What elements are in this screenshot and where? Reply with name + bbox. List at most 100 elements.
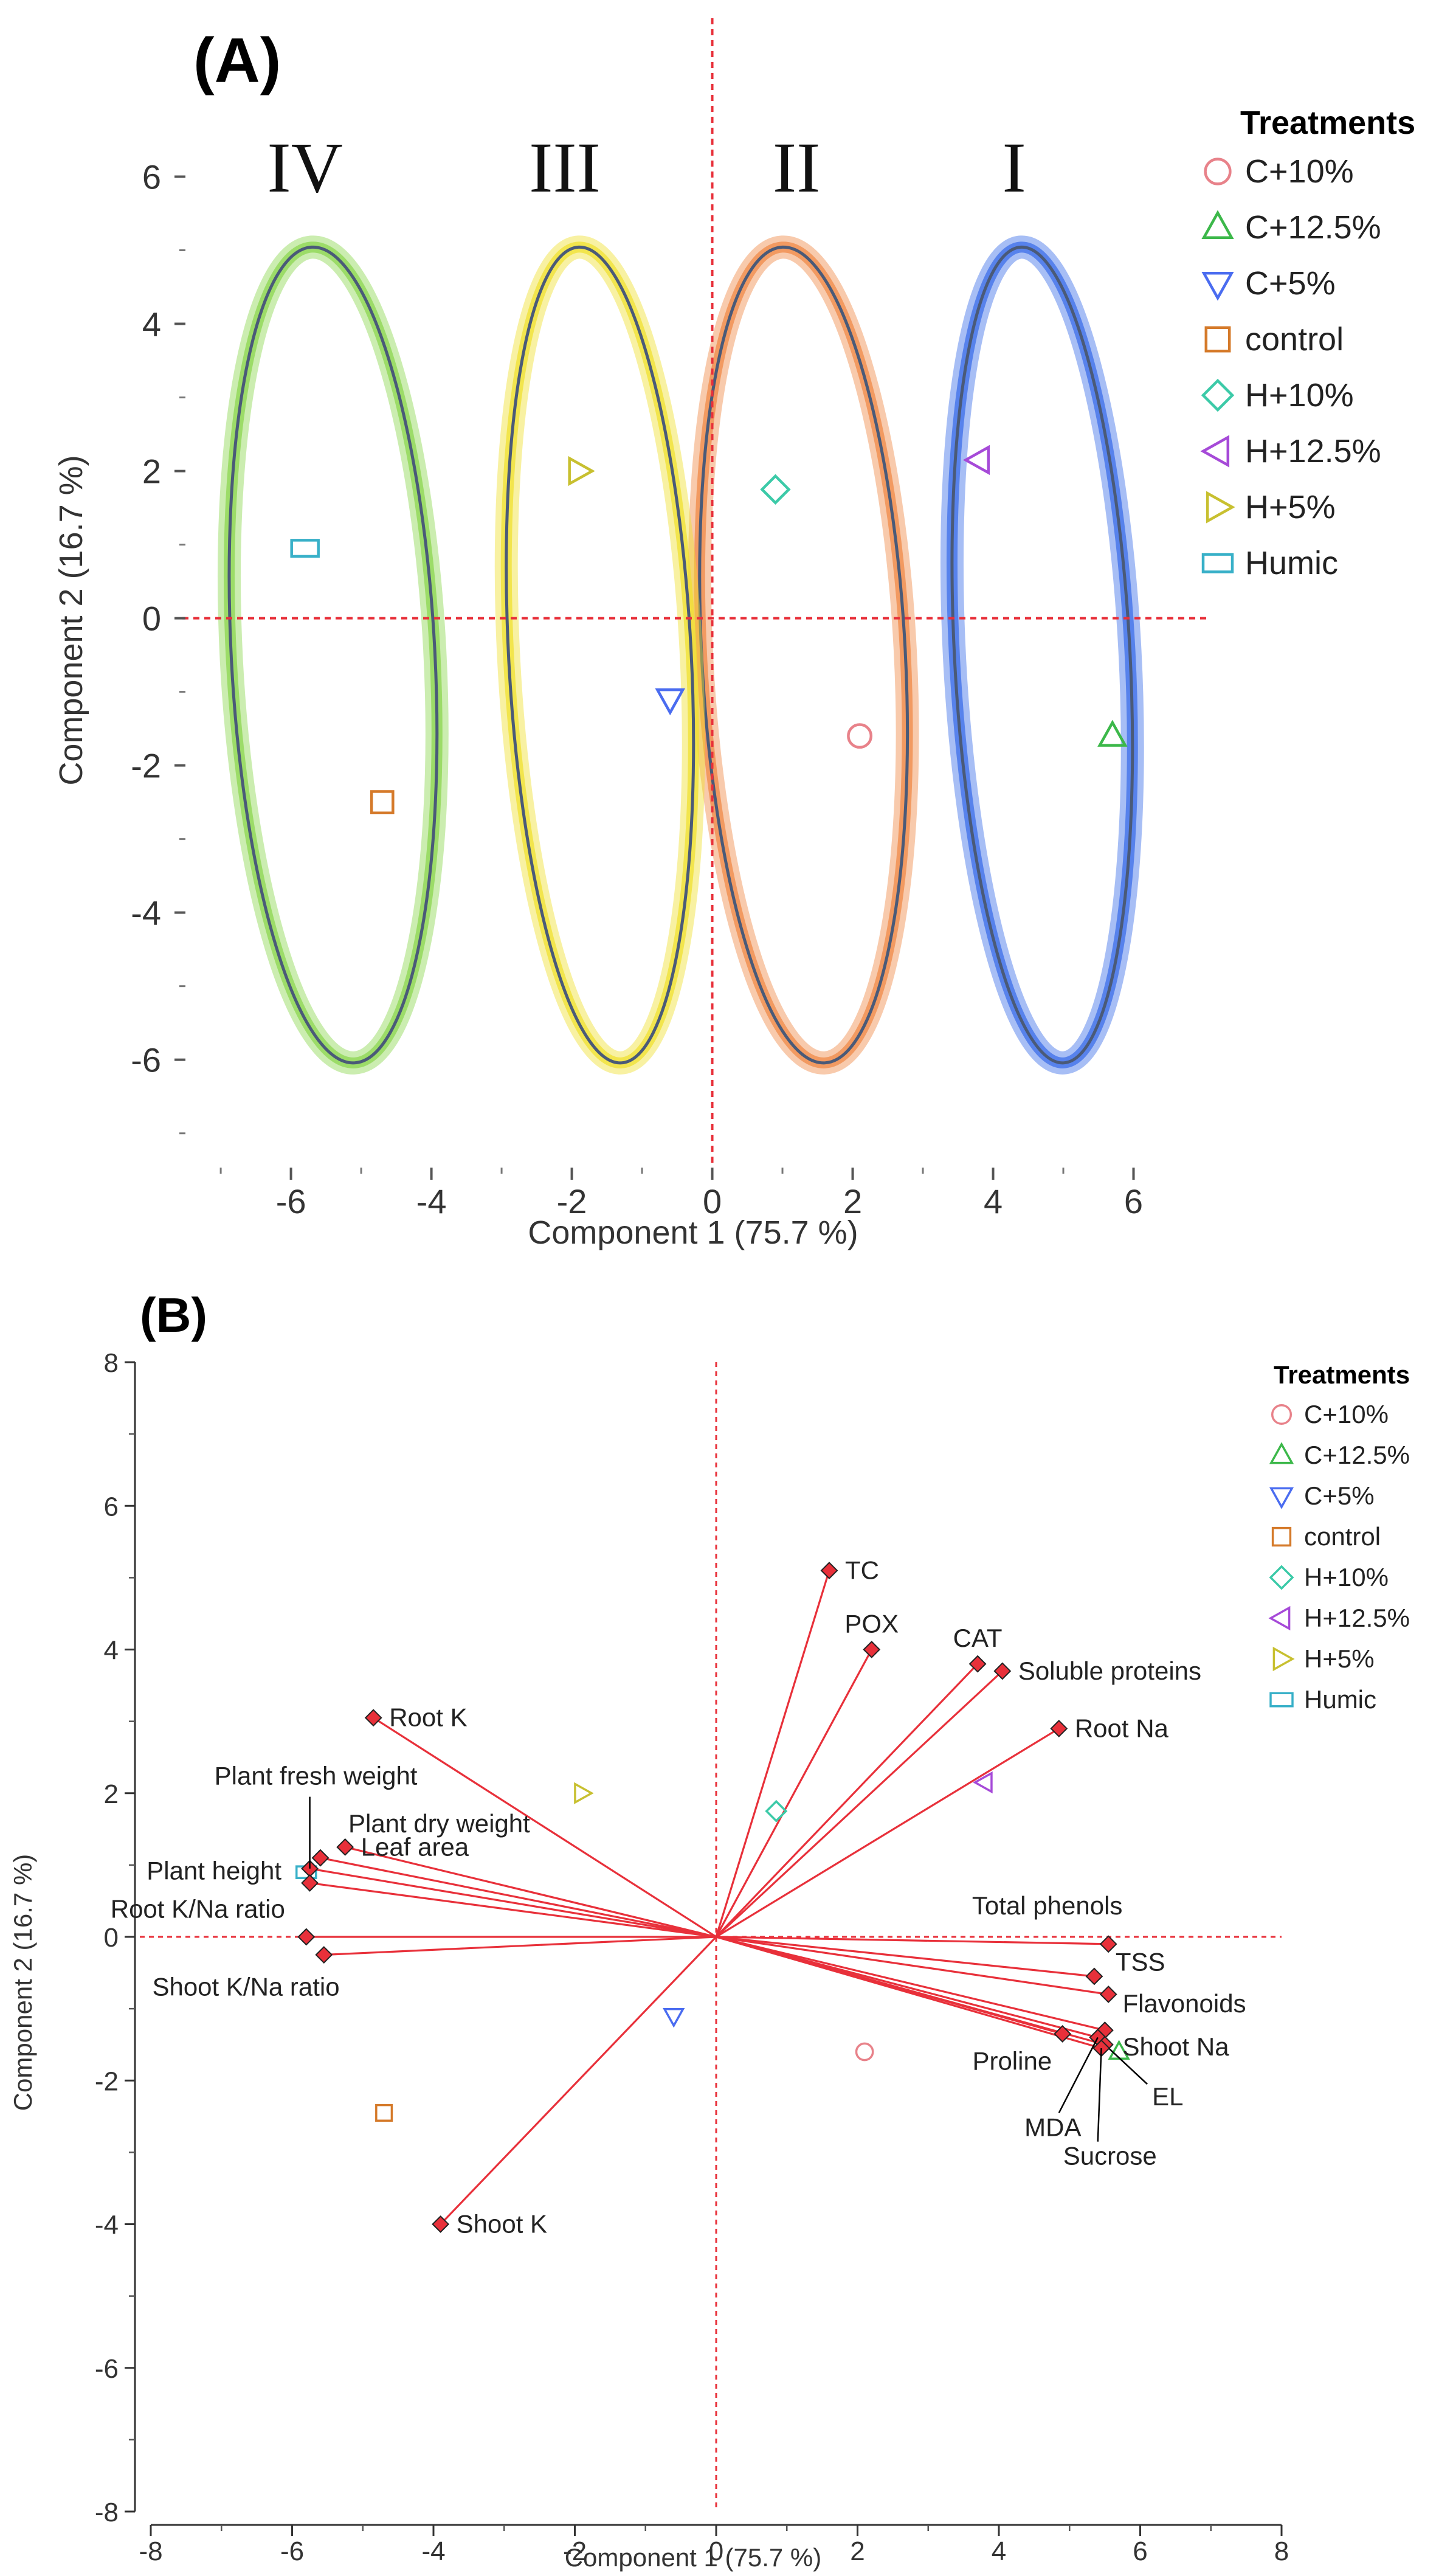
vector-soluble-proteins: [715, 1670, 1003, 1938]
loading-marker-leaf-area: [336, 1838, 354, 1856]
loading-label-tss: TSS: [1116, 1947, 1165, 1976]
point-c-10: [847, 723, 873, 749]
vector-tc: [715, 1570, 830, 1937]
legend-label-h-12-5: H+12.5%: [1245, 433, 1381, 469]
panel-a-axes: -6 -4 -2 0 2 4 6 -6 -4 -2 0 2 4 6: [131, 158, 1143, 1220]
legend-marker-h-12-5: [1268, 1605, 1291, 1631]
panel-a-y-tick-label: 0: [142, 600, 161, 638]
panel-a-legend-title: Treatments: [1240, 105, 1415, 141]
loading-label-root-na: Root Na: [1075, 1714, 1169, 1742]
panel-a-y-tick-label: -4: [131, 894, 161, 932]
legend-marker-h-5: [1272, 1646, 1295, 1672]
leader-mda: [1058, 2037, 1099, 2113]
panel-b-y-tick-label: 4: [104, 1636, 119, 1666]
panel-b-y-tick-label: -6: [95, 2354, 119, 2384]
legend-label-c-12-5: C+12.5%: [1245, 209, 1381, 246]
legend-marker-h-10: [1201, 378, 1235, 412]
point-c-5: [655, 688, 685, 716]
point-control: [370, 790, 395, 814]
loading-marker-plant-dry-weight: [311, 1849, 330, 1867]
vector-root-k: [373, 1717, 717, 1938]
panel-a-points: [290, 445, 1128, 814]
vector-root-na: [716, 1728, 1060, 1938]
ellipse-group-ii: [688, 235, 919, 1075]
leader-sucrose: [1097, 2048, 1102, 2142]
vector-plant-dry-weight: [320, 1857, 717, 1938]
loading-label-flavonoids: Flavonoids: [1122, 1989, 1246, 2018]
panel-b-x-tick-label: -8: [139, 2536, 162, 2566]
vector-shoot-na: [716, 1936, 1105, 2032]
legend-label-humic: Humic: [1304, 1685, 1376, 1714]
legend-marker-c-5: [1201, 271, 1234, 301]
legend-label-h-10: H+10%: [1304, 1563, 1389, 1591]
loading-label-root-k: Root K: [389, 1703, 467, 1732]
legend-label-h-5: H+5%: [1304, 1644, 1375, 1673]
loading-label-tc: TC: [845, 1556, 879, 1585]
legend-label-h-12-5: H+12.5%: [1304, 1604, 1410, 1632]
panel-a-group-labels: IV III II I: [267, 128, 1026, 207]
loading-label-soluble-proteins: Soluble proteins: [1018, 1657, 1201, 1685]
panel-a-ellipses: [217, 235, 1144, 1075]
loading-label-leaf-area: Leaf area: [361, 1832, 469, 1861]
loading-marker-flavonoids: [1099, 1986, 1117, 2003]
panel-b-y-tick-label: -8: [95, 2498, 119, 2527]
legend-marker-c-12-5: [1269, 1442, 1294, 1464]
panel-b: (B) -8 -6 -4 -2 0 2 4 6 8 -8 -6 -4 -2 0 2 4 6 8 TC POX CAT S…: [9, 1288, 1410, 2572]
loading-marker-tss: [1085, 1967, 1103, 1986]
legend-label-control: control: [1245, 321, 1344, 358]
panel-a-x-axis-title: Component 1 (75.7 %): [528, 1214, 858, 1251]
loading-label-plant-height: Plant height: [147, 1856, 281, 1885]
vector-leaf-area: [345, 1846, 717, 1938]
loading-label-plant-fresh-weight: Plant fresh weight: [215, 1762, 418, 1790]
panel-b-x-tick-label: -6: [280, 2536, 304, 2566]
loading-label-pox: POX: [844, 1610, 899, 1638]
panel-b-x-tick-label: 4: [992, 2536, 1006, 2566]
legend-label-humic: Humic: [1245, 545, 1338, 581]
vector-shoot-k: [440, 1936, 717, 2225]
panel-a-y-tick-label: -6: [131, 1041, 161, 1079]
panel-b-y-tick-label: 8: [104, 1348, 119, 1378]
panel-a-x-tick-label: -2: [557, 1182, 587, 1220]
panel-b-y-tick-label: 6: [104, 1492, 119, 1522]
point-c-5: [663, 2007, 685, 2028]
panel-b-x-tick-label: -4: [421, 2536, 445, 2566]
vector-pox: [715, 1649, 873, 1937]
panel-a-x-tick-label: 4: [984, 1182, 1003, 1220]
group-label-ii: II: [773, 128, 821, 207]
ellipse-group-iv: [217, 235, 449, 1075]
loading-marker-root-k: [364, 1709, 382, 1727]
vector-total-phenols: [716, 1936, 1109, 1945]
point-c-12-5: [1097, 719, 1128, 747]
panel-a-y-tick-label: -2: [131, 747, 161, 785]
panel-a-x-tick-label: 2: [843, 1182, 862, 1220]
loading-marker-proline: [1054, 2025, 1072, 2043]
loading-label-shoot-k-na-ratio: Shoot K/Na ratio: [152, 1973, 339, 2001]
legend-label-c-10: C+10%: [1304, 1400, 1389, 1428]
panel-a-y-tick-label: 6: [142, 158, 161, 196]
point-h-10: [765, 1799, 788, 1823]
legend-label-c-5: C+5%: [1304, 1481, 1375, 1510]
legend-label-c-12-5: C+12.5%: [1304, 1441, 1410, 1469]
loading-label-shoot-na: Shoot Na: [1122, 2032, 1229, 2061]
point-h-5: [574, 1782, 594, 1804]
leader-el: [1104, 2044, 1148, 2085]
legend-label-c-5: C+5%: [1245, 265, 1336, 302]
panel-a-x-tick-label: 0: [703, 1182, 722, 1220]
vector-plant-height: [309, 1882, 717, 1938]
vector-flavonoids: [716, 1936, 1109, 1996]
point-humic: [290, 539, 320, 558]
panel-b-label: (B): [140, 1288, 207, 1342]
panel-a-x-tick-label: -6: [276, 1182, 306, 1220]
loading-marker-root-na: [1050, 1720, 1068, 1737]
point-h-10: [760, 474, 791, 505]
loading-marker-soluble-proteins: [993, 1662, 1012, 1680]
panel-b-y-tick-label: 0: [104, 1923, 119, 1953]
ellipse-outline-i: [950, 245, 1134, 1065]
panel-b-x-tick-label: 2: [850, 2536, 865, 2566]
panel-b-loading-vectors: [306, 1570, 1109, 2225]
point-control: [375, 2103, 393, 2122]
legend-marker-humic: [1269, 1692, 1294, 1708]
loading-marker-root-k-na-ratio: [297, 1928, 316, 1946]
panel-b-x-tick-label: 8: [1274, 2536, 1289, 2566]
legend-marker-control: [1204, 326, 1231, 353]
